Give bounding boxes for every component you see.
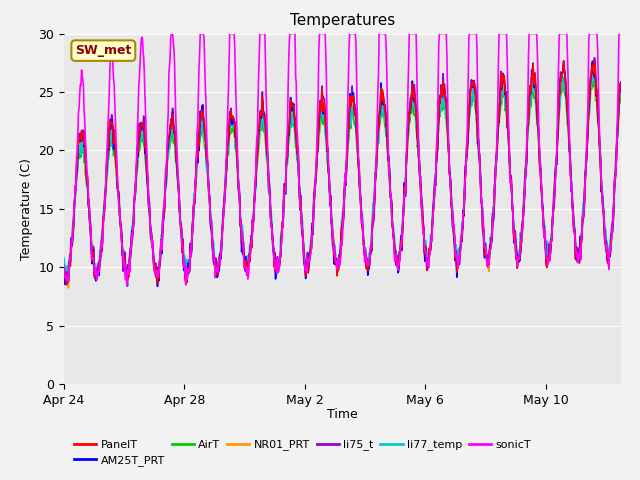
- li75_t: [339, 210, 346, 216]
- Line: PanelT: PanelT: [64, 61, 621, 284]
- AM25T_PRT: [347, 100, 355, 106]
- AM25T_PRT: [154, 284, 161, 289]
- Y-axis label: Temperature (C): Temperature (C): [20, 158, 33, 260]
- sonicT: [310, 199, 317, 204]
- sonicT: [437, 31, 445, 36]
- li75_t: [309, 218, 317, 224]
- AM25T_PRT: [111, 151, 119, 156]
- li77_temp: [154, 277, 161, 283]
- AM25T_PRT: [60, 271, 68, 277]
- AM25T_PRT: [589, 60, 596, 66]
- Title: Temperatures: Temperatures: [290, 13, 395, 28]
- sonicT: [381, 31, 388, 36]
- li77_temp: [590, 72, 598, 78]
- sonicT: [339, 217, 347, 223]
- li77_temp: [617, 85, 625, 91]
- li75_t: [154, 281, 161, 287]
- li75_t: [60, 266, 68, 272]
- sonicT: [617, 31, 625, 36]
- PanelT: [63, 281, 70, 287]
- AirT: [591, 78, 598, 84]
- li75_t: [591, 55, 598, 60]
- li77_temp: [347, 122, 355, 128]
- AirT: [617, 92, 625, 97]
- NR01_PRT: [591, 63, 598, 69]
- sonicT: [60, 262, 68, 268]
- sonicT: [111, 124, 119, 130]
- NR01_PRT: [309, 215, 317, 221]
- NR01_PRT: [617, 84, 625, 90]
- PanelT: [436, 98, 444, 104]
- AM25T_PRT: [436, 93, 444, 98]
- Line: li75_t: li75_t: [64, 58, 621, 284]
- sonicT: [123, 283, 131, 288]
- AM25T_PRT: [309, 225, 317, 231]
- Legend: PanelT, AM25T_PRT, AirT, NR01_PRT, li75_t, li77_temp, sonicT: PanelT, AM25T_PRT, AirT, NR01_PRT, li75_…: [70, 435, 536, 470]
- AirT: [347, 125, 355, 131]
- X-axis label: Time: Time: [327, 408, 358, 421]
- NR01_PRT: [380, 103, 388, 108]
- PanelT: [112, 163, 120, 169]
- li77_temp: [339, 215, 346, 220]
- AirT: [309, 214, 317, 219]
- AirT: [63, 279, 70, 285]
- li77_temp: [380, 110, 388, 116]
- NR01_PRT: [60, 257, 68, 263]
- AirT: [60, 262, 68, 267]
- li75_t: [347, 95, 355, 101]
- PanelT: [309, 218, 317, 224]
- li75_t: [617, 84, 625, 89]
- Text: SW_met: SW_met: [75, 44, 131, 57]
- NR01_PRT: [65, 285, 72, 291]
- AirT: [112, 171, 120, 177]
- AirT: [436, 114, 444, 120]
- li77_temp: [436, 112, 444, 118]
- li77_temp: [309, 205, 317, 211]
- PanelT: [60, 268, 68, 274]
- NR01_PRT: [436, 105, 444, 111]
- li75_t: [436, 100, 444, 106]
- Line: AirT: AirT: [64, 81, 621, 282]
- Line: li77_temp: li77_temp: [64, 75, 621, 280]
- PanelT: [380, 100, 388, 106]
- li77_temp: [60, 255, 68, 261]
- AM25T_PRT: [339, 223, 346, 228]
- sonicT: [348, 31, 355, 36]
- Line: sonicT: sonicT: [64, 34, 621, 286]
- li75_t: [111, 148, 119, 154]
- NR01_PRT: [339, 223, 346, 228]
- Line: AM25T_PRT: AM25T_PRT: [64, 63, 621, 287]
- PanelT: [339, 216, 346, 221]
- li75_t: [380, 99, 388, 105]
- sonicT: [168, 31, 175, 36]
- AM25T_PRT: [380, 102, 388, 108]
- PanelT: [617, 80, 625, 86]
- AM25T_PRT: [617, 79, 625, 85]
- PanelT: [347, 103, 355, 109]
- PanelT: [560, 59, 568, 64]
- NR01_PRT: [347, 120, 355, 126]
- AirT: [339, 220, 346, 226]
- NR01_PRT: [112, 168, 120, 174]
- li77_temp: [111, 157, 119, 163]
- Line: NR01_PRT: NR01_PRT: [64, 66, 621, 288]
- AirT: [380, 115, 388, 120]
